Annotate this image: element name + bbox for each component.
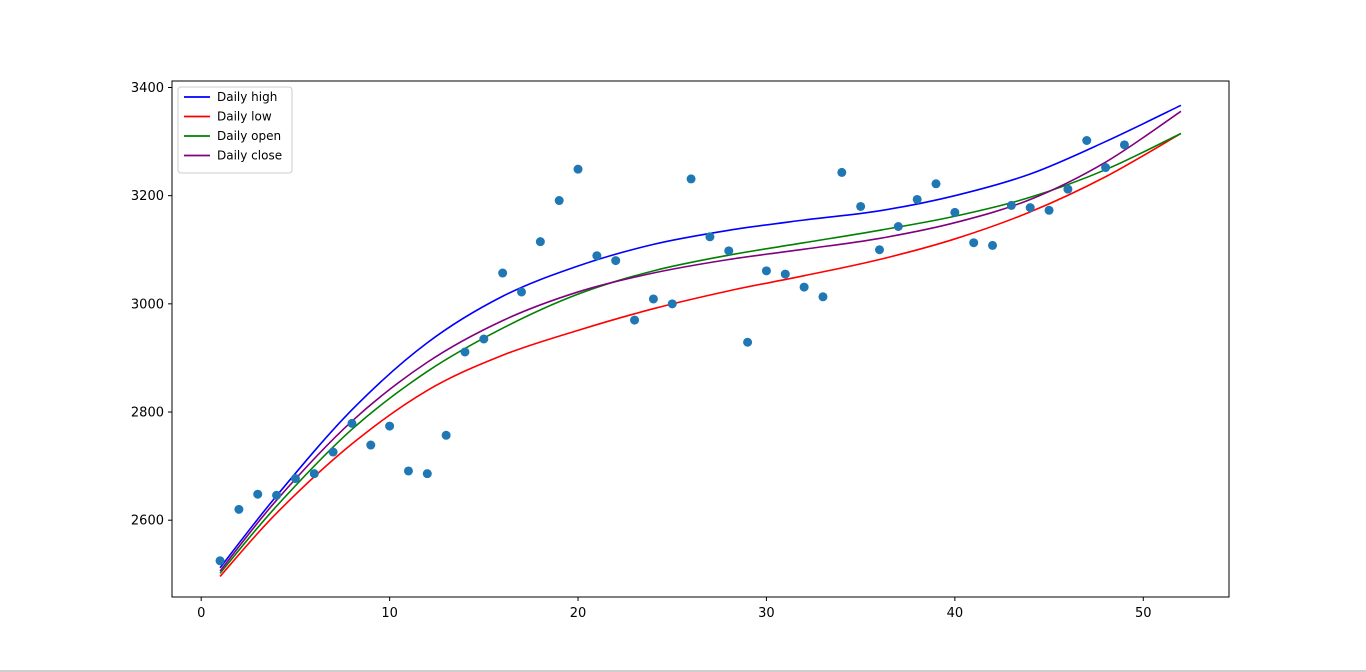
data-point: [328, 447, 338, 457]
data-point: [573, 164, 583, 174]
window-bottom-edge: [0, 670, 1366, 672]
data-point: [743, 337, 753, 347]
data-point: [705, 232, 715, 242]
data-point: [874, 245, 884, 255]
legend: Daily high Daily low Daily open Daily close: [177, 86, 293, 174]
points-layer: [215, 136, 1129, 566]
data-point: [648, 294, 658, 304]
data-point: [403, 466, 413, 476]
x-tick-label: 30: [758, 606, 775, 621]
x-tick-label: 0: [197, 606, 205, 621]
data-point: [1101, 163, 1111, 173]
y-tick-label: 3000: [131, 297, 164, 312]
data-point: [253, 489, 263, 499]
data-point: [592, 251, 602, 261]
legend-label-daily-close: Daily close: [217, 149, 282, 163]
legend-box: [177, 86, 293, 174]
plot-area: [172, 81, 1229, 597]
data-point: [1044, 205, 1054, 215]
data-point: [460, 347, 470, 357]
data-point: [290, 474, 300, 484]
data-point: [724, 246, 734, 256]
data-point: [215, 556, 225, 566]
data-point: [630, 315, 640, 325]
data-point: [912, 194, 922, 204]
data-point: [422, 469, 432, 479]
data-point: [479, 334, 489, 344]
data-point: [686, 174, 696, 184]
data-point: [856, 201, 866, 211]
data-point: [234, 504, 244, 514]
data-point: [969, 238, 979, 248]
data-point: [535, 237, 545, 247]
data-point: [611, 256, 621, 266]
data-point: [893, 222, 903, 231]
data-point: [837, 167, 847, 177]
x-tick-label: 20: [570, 606, 587, 621]
y-tick-label: 3200: [131, 189, 164, 204]
x-tick-label: 50: [1135, 606, 1152, 621]
plot-frame: [171, 80, 1230, 598]
x-tick-label: 10: [381, 606, 398, 621]
data-point: [385, 421, 395, 431]
series-line-daily-high: [219, 104, 1182, 569]
legend-label-daily-open: Daily open: [217, 129, 281, 143]
x-tick-label: 40: [947, 606, 964, 621]
data-point: [1025, 203, 1035, 213]
y-tick-label: 2600: [131, 514, 164, 529]
data-point: [799, 282, 809, 292]
data-point: [988, 240, 998, 250]
x-axis: 0 10 20 30 40 50: [197, 597, 1152, 621]
data-point: [761, 266, 771, 276]
y-axis: 2600 2800 3000 3200 3400: [131, 81, 172, 529]
data-point: [554, 196, 564, 206]
legend-label-daily-high: Daily high: [217, 90, 277, 104]
y-tick-label: 3400: [131, 81, 164, 96]
data-point: [309, 469, 319, 479]
data-point: [931, 179, 941, 189]
data-point: [517, 287, 527, 297]
data-point: [780, 269, 790, 279]
legend-label-daily-low: Daily low: [217, 110, 272, 124]
data-point: [1119, 140, 1129, 150]
data-point: [1006, 200, 1016, 210]
series-line-daily-open: [219, 132, 1182, 574]
data-point: [818, 292, 828, 302]
data-point: [347, 418, 357, 428]
y-tick-label: 2800: [131, 406, 164, 421]
data-point: [272, 490, 282, 500]
data-point: [366, 440, 376, 450]
data-point: [950, 207, 960, 217]
data-point: [1063, 184, 1073, 194]
data-point: [441, 430, 451, 440]
data-point: [667, 299, 677, 309]
data-point: [498, 268, 508, 278]
data-point: [1082, 136, 1092, 145]
